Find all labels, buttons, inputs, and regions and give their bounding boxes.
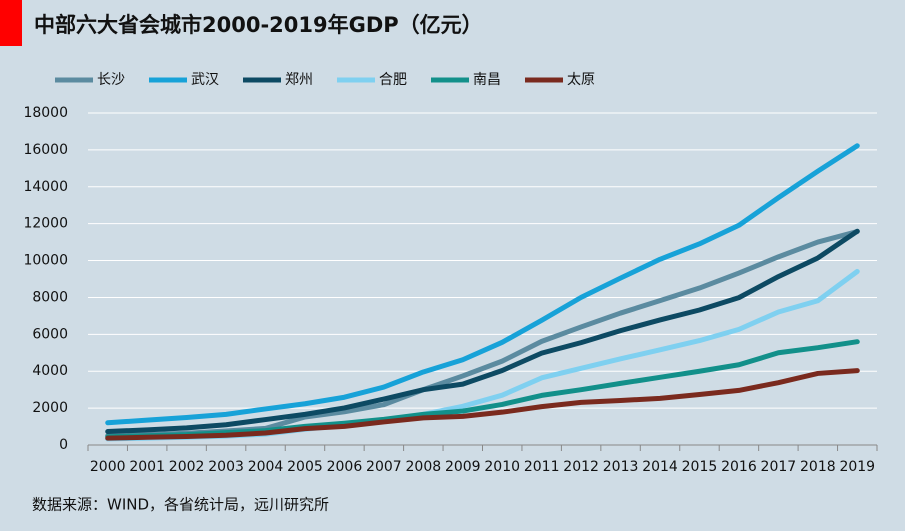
y-tick-label: 8000 [32,289,68,305]
legend-label: 长沙 [97,72,125,88]
y-tick-label: 14000 [23,179,68,195]
x-tick-label: 2004 [248,459,284,475]
series-line [105,339,860,440]
series-line [105,368,860,441]
x-tick-label: 2007 [366,459,402,475]
x-tick-label: 2008 [406,459,442,475]
legend-label: 合肥 [379,72,407,88]
legend-label: 郑州 [285,72,313,88]
x-tick-label: 2013 [603,459,639,475]
y-tick-label: 2000 [32,400,68,416]
x-tick-label: 2003 [208,459,244,475]
x-tick-label: 2018 [800,459,836,475]
x-tick-label: 2009 [445,459,481,475]
series-line [105,229,860,439]
legend-label: 武汉 [191,72,219,88]
legend-label: 南昌 [473,72,501,88]
x-tick-label: 2016 [721,459,757,475]
series-line [105,143,860,426]
y-tick-label: 18000 [23,105,68,121]
x-tick-label: 2014 [642,459,678,475]
chart-title: 中部六大省会城市2000-2019年GDP（亿元） [34,13,483,37]
x-tick-label: 2011 [524,459,560,475]
x-tick-label: 2017 [761,459,797,475]
y-tick-label: 6000 [32,326,68,342]
x-tick-label: 2001 [129,459,165,475]
x-tick-label: 2006 [327,459,363,475]
x-tick-label: 2015 [682,459,718,475]
source-note: 数据来源：WIND，各省统计局，远川研究所 [32,496,329,514]
legend-label: 太原 [567,72,595,88]
x-tick-label: 2000 [90,459,126,475]
title-marker [0,0,22,46]
x-tick-label: 2002 [169,459,205,475]
series-line [105,228,860,435]
y-tick-label: 0 [59,437,68,453]
y-tick-label: 10000 [23,253,68,269]
x-tick-label: 2012 [563,459,599,475]
x-tick-label: 2005 [287,459,323,475]
y-tick-label: 4000 [32,363,68,379]
y-tick-label: 16000 [23,142,68,158]
y-tick-label: 12000 [23,216,68,232]
x-tick-label: 2019 [839,459,875,475]
x-tick-label: 2010 [484,459,520,475]
